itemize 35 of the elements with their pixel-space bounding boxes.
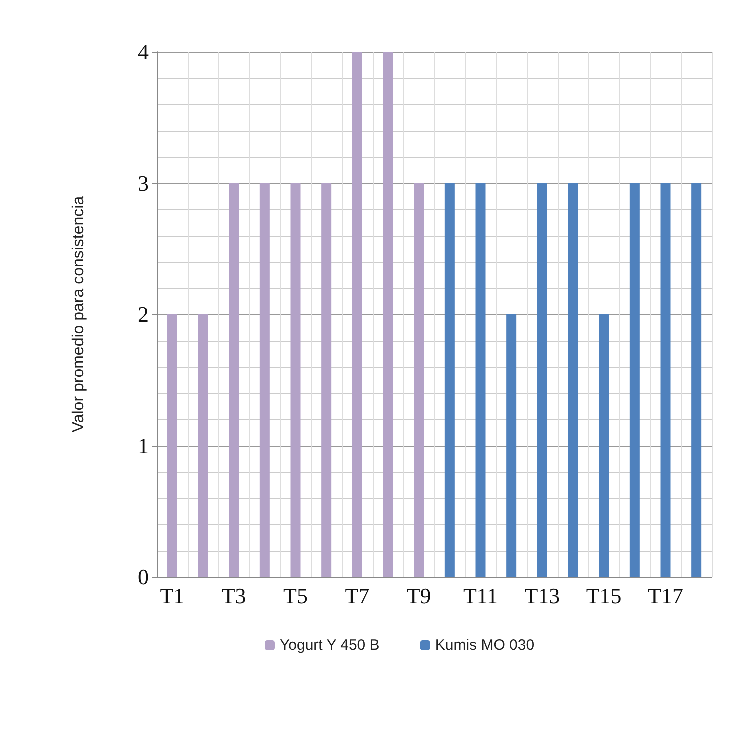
x-tick-label: T13 bbox=[524, 584, 560, 608]
bar bbox=[352, 52, 362, 577]
bar bbox=[692, 183, 702, 577]
bar bbox=[198, 314, 208, 577]
legend-label: Yogurt Y 450 B bbox=[280, 637, 380, 654]
bar bbox=[599, 314, 610, 577]
y-tick-label: 3 bbox=[138, 170, 149, 196]
bar bbox=[537, 183, 548, 577]
y-axis-title: Valor promedio para consistencia bbox=[70, 196, 88, 433]
bar bbox=[660, 183, 671, 577]
x-tick-label: T3 bbox=[222, 584, 246, 608]
bar bbox=[229, 183, 240, 577]
bar bbox=[290, 183, 301, 577]
bar bbox=[322, 183, 332, 577]
x-tick-label: T11 bbox=[463, 584, 498, 608]
x-tick-label: T7 bbox=[345, 584, 370, 608]
bar bbox=[414, 183, 424, 577]
bar bbox=[568, 183, 578, 577]
x-tick-label: T9 bbox=[406, 584, 432, 608]
bar bbox=[167, 314, 178, 577]
bar bbox=[630, 183, 640, 577]
legend-label: Kumis MO 030 bbox=[435, 637, 535, 654]
y-tick-label: 2 bbox=[138, 302, 149, 327]
bar bbox=[444, 183, 455, 577]
x-tick-label: T1 bbox=[160, 584, 185, 608]
bar bbox=[506, 314, 517, 577]
bar bbox=[383, 52, 394, 577]
x-tick-label: T5 bbox=[284, 584, 308, 608]
bar bbox=[260, 183, 270, 577]
x-tick-label: T15 bbox=[586, 584, 622, 608]
x-tick-label: T17 bbox=[648, 584, 684, 608]
y-tick-label: 4 bbox=[138, 40, 149, 64]
bar bbox=[476, 183, 486, 577]
y-tick-label: 0 bbox=[138, 564, 149, 590]
y-tick-label: 1 bbox=[138, 433, 149, 458]
